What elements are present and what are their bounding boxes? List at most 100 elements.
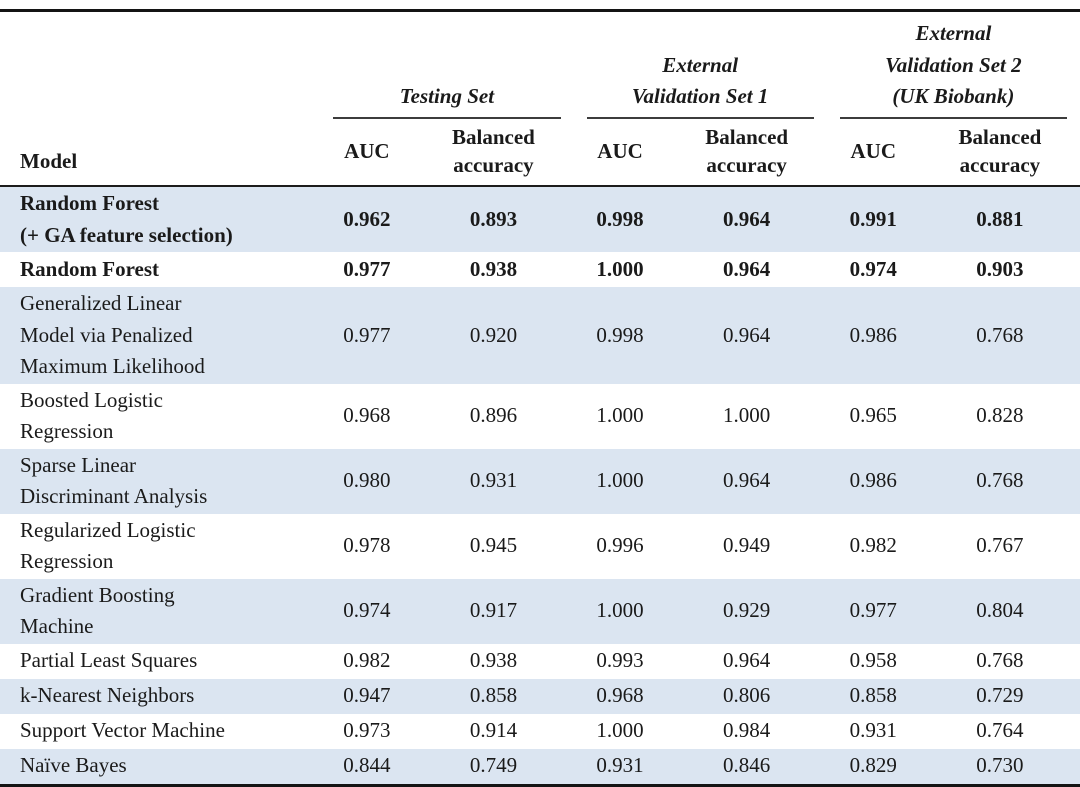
model-name: Random Forest (+ GA feature selection) <box>20 191 233 247</box>
value-cell: 1.000 <box>723 403 771 428</box>
value-cell: 0.764 <box>976 718 1024 743</box>
column-header-auc-testing: AUC <box>320 118 414 188</box>
value-cell: 0.993 <box>596 648 644 673</box>
value-cell: 0.986 <box>849 322 897 347</box>
group-label-testing-set: Testing Set <box>333 81 561 119</box>
table-header: Model Testing Set External Validation Se… <box>0 10 1080 188</box>
value-cell: 0.958 <box>849 648 897 673</box>
table-row: Sparse Linear Discriminant Analysis 0.98… <box>0 448 1080 514</box>
value-cell: 0.945 <box>469 533 518 558</box>
value-cell: 0.804 <box>976 598 1024 623</box>
value-cell: 0.881 <box>976 206 1024 231</box>
table-row: Support Vector Machine 0.973 0.914 1.000… <box>0 714 1080 749</box>
value-cell: 0.947 <box>343 683 391 708</box>
value-cell: 0.896 <box>469 403 518 428</box>
value-cell: 0.767 <box>976 533 1024 558</box>
value-cell: 0.931 <box>849 718 897 743</box>
value-cell: 0.768 <box>976 322 1024 347</box>
value-cell: 0.977 <box>343 322 391 347</box>
value-cell: 0.986 <box>849 468 897 493</box>
value-cell: 0.844 <box>343 753 391 778</box>
value-cell: 0.931 <box>596 753 644 778</box>
value-cell: 0.938 <box>469 256 518 281</box>
value-cell: 0.998 <box>596 206 644 231</box>
value-cell: 0.893 <box>469 206 518 231</box>
value-cell: 0.929 <box>723 598 771 623</box>
value-cell: 0.749 <box>469 753 518 778</box>
table-body: Random Forest (+ GA feature selection) 0… <box>0 186 1080 786</box>
group-label-external-validation-2: External Validation Set 2 (UK Biobank) <box>839 18 1067 119</box>
column-header-auc-ev1: AUC <box>573 118 667 188</box>
value-cell: 0.996 <box>596 533 644 558</box>
value-cell: 0.968 <box>596 683 644 708</box>
value-cell: 0.984 <box>723 718 771 743</box>
value-cell: 0.729 <box>976 683 1024 708</box>
group-label-external-validation-1: External Validation Set 1 <box>586 50 814 119</box>
sub-header-row: AUC Balanced accuracy AUC Balanced accur… <box>0 118 1080 188</box>
table-row: k-Nearest Neighbors 0.947 0.858 0.968 0.… <box>0 678 1080 714</box>
value-cell: 1.000 <box>596 718 644 743</box>
model-name: Naïve Bayes <box>20 753 127 778</box>
value-cell: 0.968 <box>343 403 391 428</box>
model-name: k-Nearest Neighbors <box>20 683 195 708</box>
value-cell: 0.806 <box>723 683 771 708</box>
value-cell: 0.768 <box>976 468 1024 493</box>
model-name: Sparse Linear Discriminant Analysis <box>20 452 208 509</box>
value-cell: 0.964 <box>723 256 771 281</box>
model-name: Support Vector Machine <box>20 718 225 743</box>
value-cell: 0.828 <box>976 403 1024 428</box>
value-cell: 0.964 <box>723 648 771 673</box>
value-cell: 1.000 <box>596 468 644 493</box>
value-cell: 1.000 <box>596 598 644 623</box>
value-cell: 0.964 <box>723 322 771 347</box>
table-row: Gradient Boosting Machine 0.974 0.917 1.… <box>0 578 1080 644</box>
value-cell: 0.858 <box>469 683 518 708</box>
value-cell: 0.964 <box>723 206 771 231</box>
model-name: Boosted Logistic Regression <box>20 387 163 444</box>
group-header-testing-set: Testing Set <box>320 11 573 119</box>
model-name: Random Forest <box>20 256 160 281</box>
value-cell: 0.965 <box>849 403 897 428</box>
value-cell: 0.974 <box>849 256 897 281</box>
value-cell: 1.000 <box>596 256 644 281</box>
value-cell: 0.998 <box>596 322 644 347</box>
group-header-external-validation-2: External Validation Set 2 (UK Biobank) <box>827 11 1080 119</box>
model-name: Gradient Boosting Machine <box>20 582 175 639</box>
model-performance-table: Model Testing Set External Validation Se… <box>0 9 1080 787</box>
table-row: Regularized Logistic Regression 0.978 0.… <box>0 514 1080 579</box>
value-cell: 0.964 <box>723 468 771 493</box>
value-cell: 0.829 <box>849 753 897 778</box>
model-name: Regularized Logistic Regression <box>20 517 196 574</box>
value-cell: 0.974 <box>343 598 391 623</box>
column-header-balanced-accuracy-testing: Balanced accuracy <box>413 118 574 188</box>
table-row: Generalized Linear Model via Penalized M… <box>0 287 1080 384</box>
value-cell: 0.858 <box>849 683 897 708</box>
value-cell: 0.768 <box>976 648 1024 673</box>
table-row: Partial Least Squares 0.982 0.938 0.993 … <box>0 644 1080 679</box>
value-cell: 0.914 <box>469 718 518 743</box>
value-cell: 0.980 <box>343 468 391 493</box>
value-cell: 0.730 <box>976 753 1024 778</box>
value-cell: 0.931 <box>469 468 518 493</box>
value-cell: 0.917 <box>469 598 518 623</box>
value-cell: 0.991 <box>849 206 897 231</box>
table-row: Random Forest 0.977 0.938 1.000 0.964 0.… <box>0 252 1080 287</box>
group-header-row: Model Testing Set External Validation Se… <box>0 10 1080 188</box>
table-row: Random Forest (+ GA feature selection) 0… <box>0 186 1080 253</box>
table-row: Naïve Bayes 0.844 0.749 0.931 0.846 0.82… <box>0 748 1080 786</box>
value-cell: 0.977 <box>849 598 897 623</box>
column-header-balanced-accuracy-ev2: Balanced accuracy <box>919 118 1080 188</box>
value-cell: 0.949 <box>723 533 771 558</box>
value-cell: 1.000 <box>596 403 644 428</box>
group-header-external-validation-1: External Validation Set 1 <box>574 11 827 119</box>
model-name: Partial Least Squares <box>20 648 198 673</box>
value-cell: 0.962 <box>343 206 391 231</box>
value-cell: 0.920 <box>469 322 518 347</box>
column-header-auc-ev2: AUC <box>826 118 920 188</box>
value-cell: 0.973 <box>343 718 391 743</box>
value-cell: 0.938 <box>469 648 518 673</box>
value-cell: 0.982 <box>343 648 391 673</box>
table-row: Boosted Logistic Regression 0.968 0.896 … <box>0 384 1080 449</box>
column-header-balanced-accuracy-ev1: Balanced accuracy <box>666 118 827 188</box>
model-name: Generalized Linear Model via Penalized M… <box>20 291 205 379</box>
